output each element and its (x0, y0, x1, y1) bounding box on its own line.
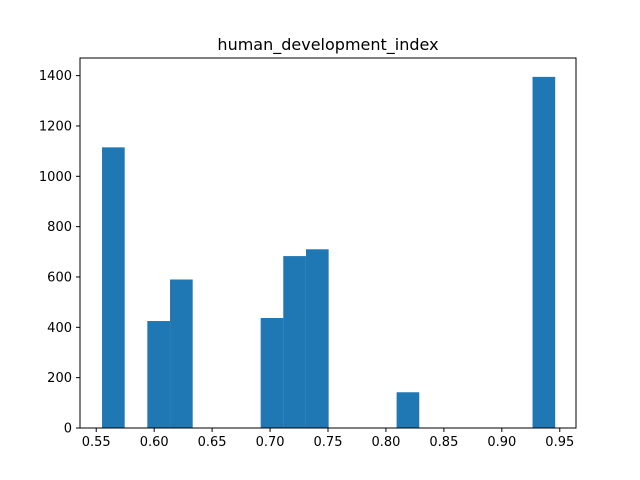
chart-title: human_development_index (217, 35, 438, 55)
y-tick-label-7: 1400 (39, 69, 72, 84)
histogram-bar-8 (283, 256, 306, 428)
histogram-bar-19 (532, 76, 556, 428)
x-tick-label-7: 0.90 (487, 435, 516, 450)
histogram-bar-2 (147, 321, 170, 428)
x-tick-label-5: 0.80 (371, 435, 400, 450)
histogram-bar-13 (396, 392, 420, 428)
histogram-bar-7 (260, 318, 284, 428)
x-tick-label-0: 0.55 (82, 435, 111, 450)
x-tick-label-3: 0.70 (256, 435, 285, 450)
x-tick-label-1: 0.60 (140, 435, 169, 450)
y-tick-label-1: 200 (47, 371, 72, 386)
histogram-bar-3 (170, 279, 193, 428)
y-tick-label-4: 800 (47, 220, 72, 235)
x-axis: 0.55 0.60 0.65 0.70 0.75 0.80 0.85 0.90 0.95 (82, 428, 574, 450)
x-tick-label-6: 0.85 (429, 435, 458, 450)
plot-frame (79, 57, 577, 429)
x-tick-label-4: 0.75 (314, 435, 343, 450)
x-tick-label-2: 0.65 (198, 435, 227, 450)
histogram-bar-0 (102, 147, 125, 428)
y-tick-label-5: 1000 (39, 170, 72, 185)
bars-group (102, 76, 556, 428)
y-axis: 0 200 400 600 800 1000 1200 1400 (39, 69, 80, 437)
x-tick-label-8: 0.95 (545, 435, 574, 450)
y-tick-label-2: 400 (47, 321, 72, 336)
y-tick-label-3: 600 (47, 270, 72, 285)
y-tick-label-6: 1200 (39, 119, 72, 134)
histogram-bar-9 (305, 249, 329, 428)
y-tick-label-0: 0 (64, 422, 72, 437)
